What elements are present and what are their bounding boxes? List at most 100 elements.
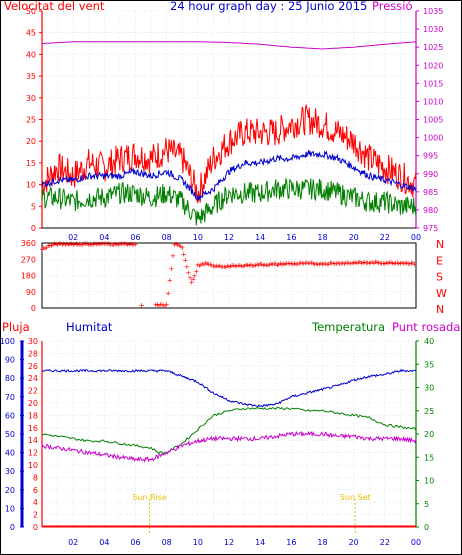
rain-tick-label: 26: [28, 362, 38, 371]
direction-point: +: [341, 260, 347, 268]
humidity-tick-label: 90: [5, 356, 15, 365]
rain-tick-label: 2: [33, 511, 38, 520]
direction-point: +: [310, 260, 316, 268]
y-right-tick-label: 1015: [423, 79, 443, 88]
direction-point: +: [182, 256, 188, 264]
y-right-tick-label: 995: [423, 152, 438, 161]
direction-point: +: [67, 240, 73, 248]
direction-point: +: [165, 289, 171, 297]
direction-point: +: [209, 262, 215, 270]
temp-tick-label: 40: [424, 337, 434, 346]
wind-series: [41, 177, 417, 226]
direction-point: +: [72, 240, 78, 248]
y-right-tick-label: 1010: [423, 97, 443, 106]
direction-point: +: [349, 259, 355, 267]
x-tick-label: 00: [411, 538, 421, 547]
direction-point: +: [299, 259, 305, 267]
direction-point: +: [237, 261, 243, 269]
direction-point: +: [281, 260, 287, 268]
direction-point: +: [293, 260, 299, 268]
y-tick-label: 270: [21, 255, 36, 264]
direction-point: +: [343, 259, 349, 267]
y-tick-label: 45: [26, 29, 36, 38]
direction-point: +: [192, 272, 198, 280]
direction-point: +: [66, 241, 72, 249]
direction-point: +: [58, 240, 64, 248]
direction-point: +: [201, 261, 207, 269]
rain-tick-label: 18: [28, 411, 38, 420]
direction-point: +: [167, 276, 173, 284]
direction-point: +: [228, 262, 234, 270]
rain-tick-label: 0: [33, 523, 38, 532]
humidity-tick-label: 100: [0, 337, 15, 346]
direction-point: +: [284, 260, 290, 268]
direction-point: +: [195, 261, 201, 269]
direction-point: +: [388, 259, 394, 267]
direction-point: +: [179, 244, 185, 252]
direction-point: +: [387, 258, 393, 266]
direction-point: +: [254, 260, 260, 268]
direction-point: +: [268, 260, 274, 268]
direction-point: +: [376, 259, 382, 267]
direction-point: +: [221, 263, 227, 271]
rain-tick-label: 20: [28, 399, 38, 408]
direction-point: +: [326, 261, 332, 269]
y-right-tick-label: 1035: [423, 7, 443, 16]
pressure-title: Pressió: [372, 0, 413, 13]
direction-point: +: [62, 241, 68, 249]
direction-point: +: [267, 261, 273, 269]
direction-point: +: [393, 259, 399, 267]
direction-point: +: [245, 262, 251, 270]
temp-tick-label: 25: [424, 407, 434, 416]
humidity-title: Humitat: [66, 320, 113, 334]
x-tick-label: 18: [317, 233, 327, 242]
direction-point: +: [396, 260, 402, 268]
direction-point: +: [270, 261, 276, 269]
humidity-tick-label: 0: [10, 523, 15, 532]
direction-point: +: [390, 260, 396, 268]
direction-point: +: [41, 244, 47, 252]
rain-tick-label: 30: [28, 337, 38, 346]
dewpoint-title: Punt rosada: [392, 320, 461, 334]
direction-point: +: [340, 259, 346, 267]
y-right-tick-label: 985: [423, 188, 438, 197]
direction-point: +: [204, 260, 210, 268]
y-right-tick-label: 1005: [423, 116, 443, 125]
direction-point: +: [157, 301, 163, 309]
direction-point: +: [242, 262, 248, 270]
y-tick-label: 40: [26, 50, 36, 59]
direction-point: +: [365, 259, 371, 267]
direction-point: +: [373, 258, 379, 266]
direction-point: +: [125, 241, 131, 249]
direction-point: +: [106, 240, 112, 248]
x-tick-label: 22: [380, 233, 390, 242]
y-tick-label: 360: [21, 239, 36, 248]
direction-point: +: [105, 240, 111, 248]
direction-point: +: [318, 259, 324, 267]
direction-point: +: [382, 260, 388, 268]
direction-point: +: [316, 260, 322, 268]
direction-point: +: [220, 263, 226, 271]
direction-point: +: [119, 240, 125, 248]
direction-point: +: [412, 260, 418, 268]
y-tick-label: 5: [31, 202, 36, 211]
direction-point: +: [214, 262, 220, 270]
direction-point: +: [175, 241, 181, 249]
rain-tick-label: 8: [33, 473, 38, 482]
direction-point: +: [368, 258, 374, 266]
direction-point: +: [189, 279, 195, 287]
direction-point: +: [186, 269, 192, 277]
x-tick-label: 10: [193, 233, 203, 242]
x-tick-label: 04: [99, 538, 109, 547]
humidity-tick-label: 40: [5, 449, 15, 458]
direction-point: +: [246, 262, 252, 270]
direction-point: +: [335, 259, 341, 267]
direction-point: +: [44, 244, 50, 252]
direction-point: +: [296, 260, 302, 268]
direction-point: +: [256, 261, 262, 269]
direction-point: +: [257, 260, 263, 268]
direction-point: +: [200, 260, 206, 268]
y-tick-label: 90: [26, 288, 36, 297]
direction-point: +: [81, 240, 87, 248]
